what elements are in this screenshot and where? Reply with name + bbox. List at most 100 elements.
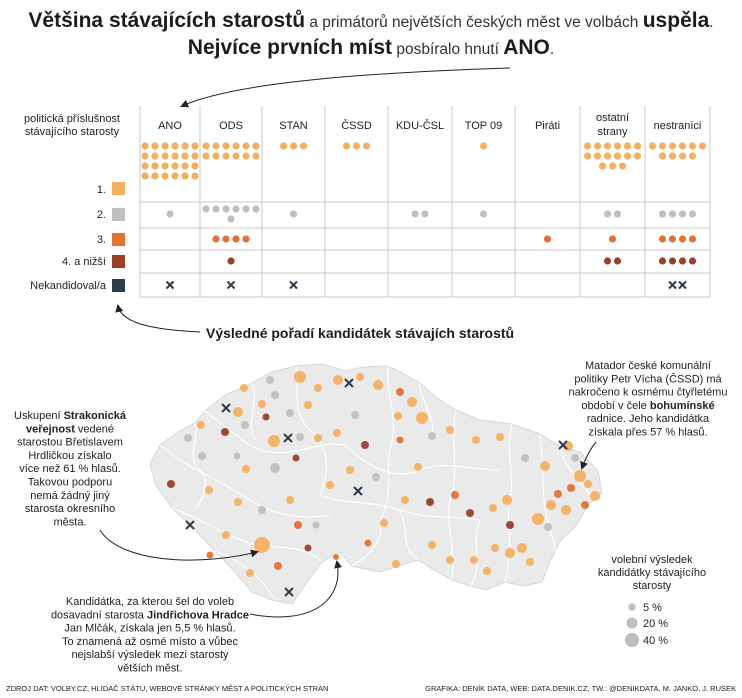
map-result-dot [312,521,320,529]
not-running-mark [289,280,298,290]
result-dot [608,162,617,170]
row-color-swatch [112,208,125,221]
result-dot [161,152,169,160]
result-dot [583,152,592,160]
row-label: 1. [97,184,106,196]
result-dot [232,142,240,150]
result-dot [668,210,677,218]
map-result-dot [233,407,243,417]
annotation-line: získala přes 57 % hlasů. [588,427,707,439]
row-color-swatch [112,182,125,195]
headline-2-bold-a: Nejvíce prvních míst [187,36,393,59]
headline-1-bold-a: Většina stávajících starostů [28,9,306,32]
result-dot [151,172,159,180]
not-running-mark [165,280,175,290]
column-header: KDU-ČSL [396,119,444,132]
row-label: 3. [97,234,106,246]
map-result-dot [396,436,404,444]
map-result-dot [540,461,550,471]
map-result-dot [184,434,192,442]
result-dot [202,205,210,213]
map-result-dot [197,421,205,429]
map-result-dot [364,539,372,547]
annotation-line: starosta okresního [25,503,116,515]
map-result-dot [561,505,571,515]
annotation-line: To znamená až osmé místo a vůbec [62,636,239,648]
map-result-dot [446,426,454,434]
map-result-dot [221,428,229,436]
result-dot [279,142,288,150]
arrow-headline-to-ano [180,67,511,108]
map-result-dot [380,519,388,527]
result-dot [222,152,230,160]
result-dot [181,162,189,170]
result-dot [698,142,707,150]
map-result-dot [472,436,480,444]
result-dot [202,142,210,150]
result-dot [299,142,308,150]
map-result-dot [274,562,282,570]
result-dot [212,235,220,243]
row-color-swatch [112,233,125,246]
result-dot [232,235,240,243]
result-dot [633,152,642,160]
result-dot [362,142,371,150]
map-result-dot [489,504,497,512]
result-dot [222,235,230,243]
map-result-dot [416,412,428,424]
map-result-dot [296,433,304,441]
corner-label-line: stávajícího starosty [25,126,120,138]
result-dot [252,205,260,213]
result-dot [202,152,210,160]
result-dot [222,142,230,150]
footer-source: ZDROJ DAT: VOLBY.CZ, HLÍDAČ STÁTU, WEBOV… [6,684,328,693]
legend-title-line: starosty [633,580,672,592]
map-result-dot [351,411,359,419]
headline: Většina stávajících starostů a primátorů… [0,10,742,58]
annotation-line: Jan Mlčák, získala jen 5,5 % hlasů. [64,623,235,635]
annotation-jindrichuv-hradec: Kandidátka, za kterou šel do volebdosava… [51,596,249,675]
legend-size-label: 40 % [643,635,668,647]
headline-line-2: Nejvíce prvních míst posbíralo hnutí ANO… [0,37,742,58]
annotation-arrows [99,67,597,618]
row-label: 2. [97,209,106,221]
map-result-dot [470,556,478,564]
result-dot [593,152,602,160]
map-result-dot [532,513,544,525]
map-result-dot [546,500,556,510]
result-dot [171,142,179,150]
map-result-dot [428,541,436,549]
result-dot [232,205,240,213]
result-dot [181,152,189,160]
map-result-dot [372,473,380,481]
headline-1-text-b: . [709,14,714,31]
map-result-dot [451,491,459,499]
result-dot [668,152,677,160]
result-dot [593,142,602,150]
result-dot [242,152,250,160]
map-result-dot [428,432,436,440]
row-color-swatch [112,255,125,268]
annotation-line: nakročeno k osmému čtyřletému [569,387,728,399]
map-result-dot [333,554,339,560]
result-dot [648,142,657,150]
annotation-line: veřejnost vedené [26,423,114,435]
map-result-dot [590,491,600,501]
annotation-line: radnice. Jeho kandidátka [587,413,710,425]
column-header: ANO [158,120,182,132]
map-not-running-mark [344,378,354,388]
map-result-dot [502,495,512,505]
map-result-dot [314,434,322,442]
result-dot [191,152,199,160]
annotation-line: Takovou podporu [28,477,112,489]
map-result-dot [571,454,579,462]
map-result-dot [198,452,206,460]
result-dot [289,142,298,150]
annotation-line: dosavadní starosta Jindřichova Hradce [51,609,249,621]
result-dot [598,162,607,170]
map-result-dot [394,412,402,420]
map-result-dot [254,537,270,553]
map-result-dot [242,465,250,473]
